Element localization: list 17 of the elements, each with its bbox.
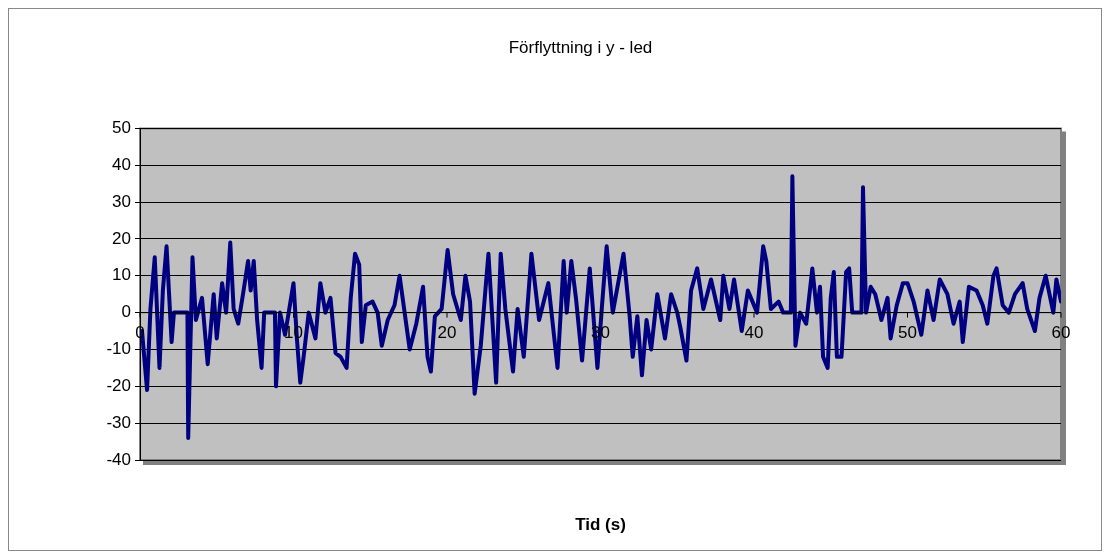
y-tick-label: -10: [106, 339, 131, 359]
x-tick-label: 20: [437, 322, 457, 342]
x-tick-label: 0: [135, 322, 145, 342]
y-tick-label: -30: [106, 412, 131, 432]
y-tick-label: 30: [112, 191, 131, 211]
y-tick-label: -40: [106, 449, 131, 469]
y-tick-label: 0: [121, 302, 131, 322]
y-tick-label: 10: [112, 265, 131, 285]
chart-title: Förflyttning i y - led: [508, 37, 653, 57]
x-tick-label: 40: [744, 322, 764, 342]
x-tick-label: 60: [1051, 322, 1071, 342]
x-axis-title: Tid (s): [575, 515, 626, 535]
y-tick-label: 50: [112, 118, 131, 138]
y-tick-label: -20: [106, 376, 131, 395]
x-tick-label: 50: [898, 322, 917, 342]
y-tick-label: 40: [112, 154, 131, 174]
y-tick-label: 20: [112, 228, 131, 248]
